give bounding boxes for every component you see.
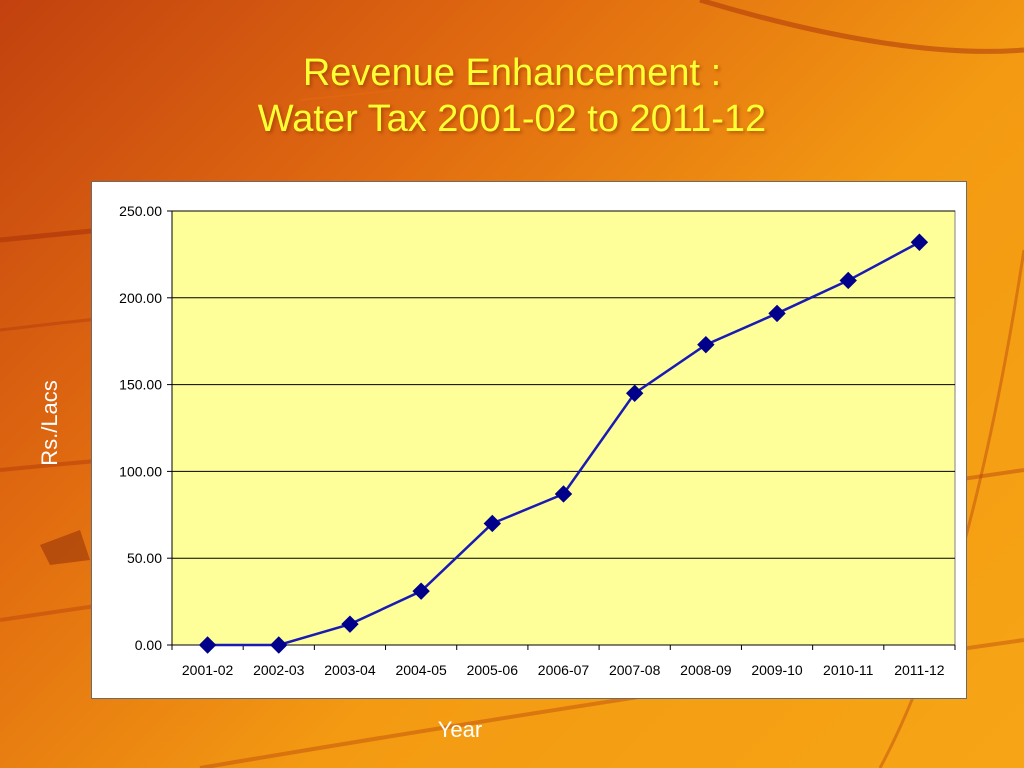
data-point-marker <box>198 636 217 654</box>
y-tick-label: 150.00 <box>119 377 162 393</box>
slide-title-line-2: Water Tax 2001-02 to 2011-12 <box>257 98 767 140</box>
x-tick-label: 2009-10 <box>751 662 803 678</box>
data-point-marker <box>910 233 929 251</box>
y-tick-label: 250.00 <box>119 203 162 219</box>
x-tick-label: 2002-03 <box>253 662 305 678</box>
x-tick-label: 2010-11 <box>823 662 874 678</box>
y-tick-label: 200.00 <box>119 290 162 306</box>
x-tick-label: 2001-02 <box>182 662 234 678</box>
y-tick-label: 0.00 <box>135 637 162 653</box>
y-tick-label: 100.00 <box>119 463 162 479</box>
data-point-marker <box>839 271 857 290</box>
data-point-marker <box>554 485 573 503</box>
data-point-marker <box>341 615 359 633</box>
x-tick-label: 2005-06 <box>467 662 519 678</box>
y-axis-ticks: 0.00 50.00 100.00 150.00 200.00 250.00 <box>119 203 955 653</box>
x-tick-label: 2004-05 <box>395 662 447 678</box>
x-axis-ticks: 2001-02 2002-03 2003-04 2004-05 2005-06 2006-… <box>171 645 956 678</box>
series-group <box>198 233 929 654</box>
x-axis-title: Year <box>437 717 483 742</box>
line-chart: 0.00 50.00 100.00 150.00 200.00 250.00 2001-0… <box>119 203 956 678</box>
x-tick-label: 2006-07 <box>538 662 590 678</box>
chart-container: 0.00 50.00 100.00 150.00 200.00 250.00 2001-0… <box>91 181 967 699</box>
x-tick-label: 2011-12 <box>894 662 945 678</box>
slide-title-line-1: Revenue Enhancement : <box>302 52 722 94</box>
data-point-marker <box>625 384 644 402</box>
y-tick-label: 50.00 <box>127 550 162 566</box>
x-tick-label: 2003-04 <box>324 662 376 678</box>
data-point-marker <box>768 304 786 323</box>
x-tick-label: 2007-08 <box>609 662 661 678</box>
x-tick-label: 2008-09 <box>680 662 732 678</box>
slide-title: Revenue Enhancement : Water Tax 2001-02 … <box>0 50 1024 142</box>
data-point-marker <box>483 514 502 533</box>
data-point-marker <box>270 636 288 654</box>
plot-area <box>171 210 956 646</box>
data-point-marker <box>412 582 430 600</box>
y-axis-title: Rs./Lacs <box>37 380 62 466</box>
data-point-marker <box>697 335 715 354</box>
gridlines <box>172 210 955 559</box>
